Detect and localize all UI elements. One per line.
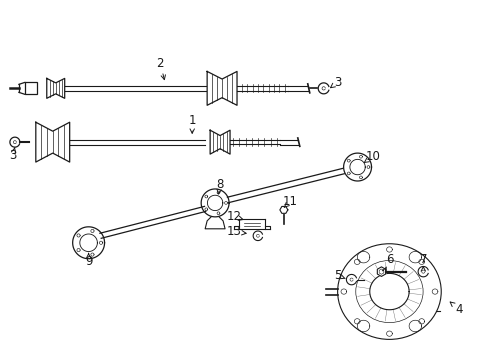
- Text: 12: 12: [226, 210, 241, 223]
- Text: 7: 7: [419, 253, 426, 266]
- Text: 3: 3: [333, 76, 341, 89]
- Text: 9: 9: [85, 255, 92, 268]
- Polygon shape: [377, 267, 385, 276]
- Text: 8: 8: [216, 179, 224, 192]
- Polygon shape: [279, 206, 287, 213]
- Text: 5: 5: [333, 269, 341, 282]
- Text: 11: 11: [282, 195, 297, 208]
- Text: 10: 10: [366, 150, 380, 163]
- Text: 4: 4: [454, 303, 462, 316]
- Text: 3: 3: [9, 149, 17, 162]
- Text: 1: 1: [188, 114, 196, 127]
- Text: 13: 13: [226, 225, 241, 238]
- Text: 2: 2: [156, 57, 164, 70]
- Bar: [25, 82, 37, 94]
- Text: 6: 6: [385, 253, 392, 266]
